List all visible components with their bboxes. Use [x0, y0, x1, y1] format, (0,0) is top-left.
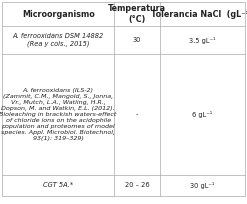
- Text: CGT 5A.*: CGT 5A.*: [43, 182, 73, 188]
- Text: A. ferrooxidans (ILS-2)
(Zammit, C.M., Mangold, S., Jonna,
Vr., Mutch, L.A., Wat: A. ferrooxidans (ILS-2) (Zammit, C.M., M…: [0, 88, 117, 141]
- Text: A. ferrooxidans DSM 14882
(Rea y cols., 2015): A. ferrooxidans DSM 14882 (Rea y cols., …: [13, 33, 104, 47]
- Text: 20 – 26: 20 – 26: [124, 182, 149, 188]
- Text: 30 gL⁻¹: 30 gL⁻¹: [190, 182, 214, 189]
- Text: Microorganismo: Microorganismo: [22, 10, 95, 19]
- Text: -: -: [136, 112, 138, 118]
- Text: 3.5 gL⁻¹: 3.5 gL⁻¹: [189, 37, 215, 44]
- Text: Tolerancia NaCl  (gL⁻¹): Tolerancia NaCl (gL⁻¹): [151, 10, 247, 19]
- Text: 6 gL⁻¹: 6 gL⁻¹: [192, 111, 212, 118]
- Text: 30: 30: [133, 37, 141, 43]
- Text: Temperatura
(°C): Temperatura (°C): [108, 4, 166, 24]
